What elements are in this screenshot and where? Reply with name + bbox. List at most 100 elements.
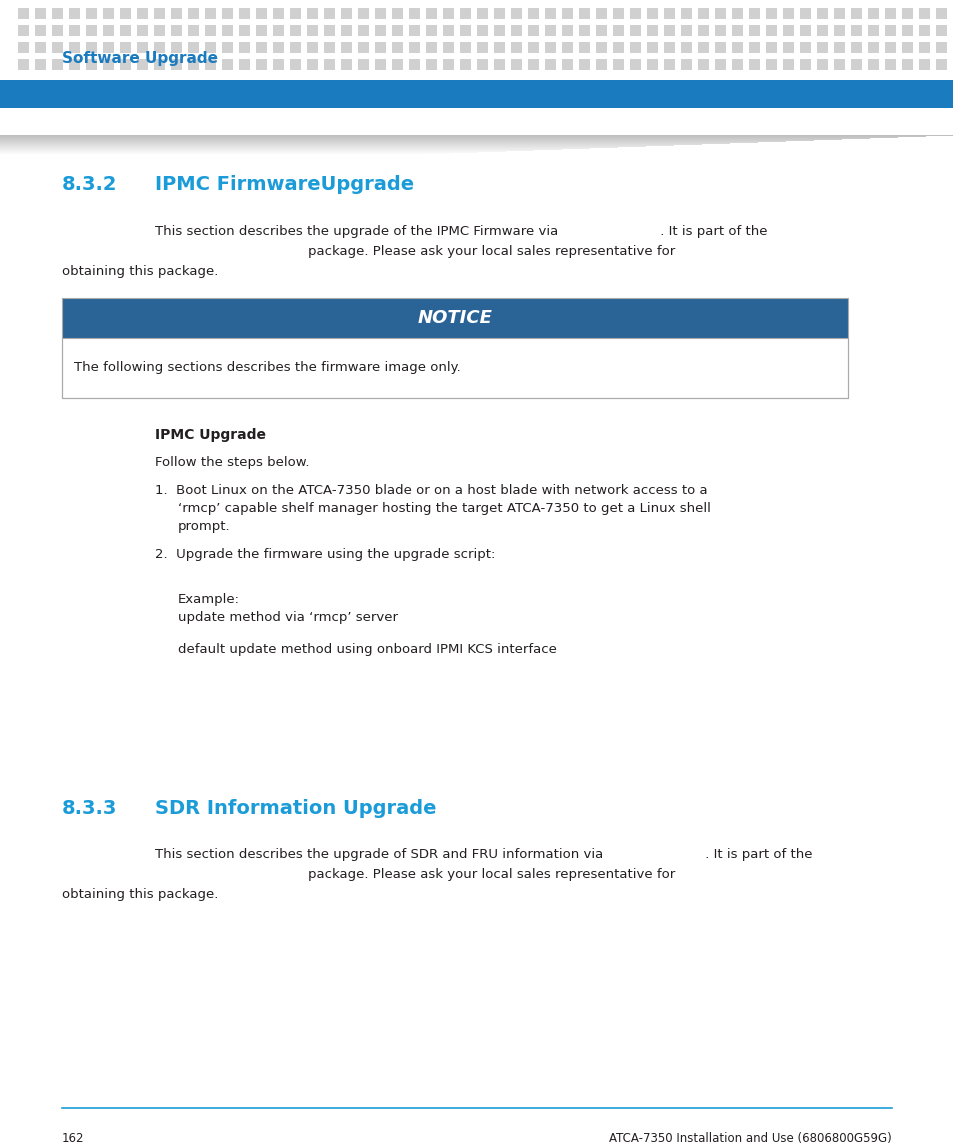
Bar (153, 60, 165, 70)
Bar (765, 8, 776, 19)
Bar (494, 25, 504, 35)
Bar (561, 25, 573, 35)
Bar (765, 25, 776, 35)
Bar (35, 42, 46, 53)
Bar (613, 8, 623, 19)
Text: default update method using onboard IPMI KCS interface: default update method using onboard IPMI… (178, 643, 557, 656)
Bar (222, 60, 233, 70)
Bar (935, 25, 946, 35)
Bar (442, 42, 454, 53)
Bar (324, 25, 335, 35)
Bar (375, 25, 386, 35)
Bar (800, 8, 810, 19)
Bar (188, 60, 199, 70)
Bar (120, 8, 131, 19)
Bar (18, 25, 29, 35)
Bar (188, 25, 199, 35)
Bar (629, 8, 640, 19)
Bar (731, 42, 742, 53)
Bar (901, 8, 912, 19)
Bar (52, 25, 63, 35)
Bar (901, 60, 912, 70)
Bar (426, 8, 436, 19)
Bar (137, 42, 148, 53)
Bar (867, 42, 878, 53)
Text: IPMC FirmwareUpgrade: IPMC FirmwareUpgrade (154, 175, 414, 195)
Bar (375, 60, 386, 70)
Bar (120, 60, 131, 70)
Bar (850, 8, 862, 19)
Bar (324, 42, 335, 53)
Bar (273, 42, 284, 53)
Bar (629, 25, 640, 35)
Text: The following sections describes the firmware image only.: The following sections describes the fir… (74, 362, 460, 374)
Bar (816, 25, 827, 35)
Bar (426, 60, 436, 70)
Bar (613, 42, 623, 53)
Bar (663, 8, 675, 19)
Bar (459, 42, 471, 53)
Bar (663, 60, 675, 70)
Text: ATCA-7350 Installation and Use (6806800G59G): ATCA-7350 Installation and Use (6806800G… (609, 1132, 891, 1145)
Bar (748, 42, 760, 53)
Bar (680, 25, 691, 35)
Bar (698, 42, 708, 53)
Text: Example:: Example: (178, 593, 240, 606)
Bar (527, 25, 538, 35)
Bar (35, 60, 46, 70)
Bar (375, 42, 386, 53)
Bar (629, 60, 640, 70)
Bar (103, 60, 113, 70)
Bar (850, 25, 862, 35)
Text: Software Upgrade: Software Upgrade (62, 50, 218, 65)
Bar (171, 8, 182, 19)
Bar (918, 60, 929, 70)
Bar (833, 25, 844, 35)
Bar (239, 42, 250, 53)
Bar (273, 8, 284, 19)
Text: Follow the steps below.: Follow the steps below. (154, 456, 309, 469)
Bar (561, 60, 573, 70)
Text: NOTICE: NOTICE (417, 309, 492, 327)
Bar (273, 25, 284, 35)
Bar (239, 8, 250, 19)
Bar (409, 42, 419, 53)
Bar (409, 60, 419, 70)
Bar (646, 25, 658, 35)
Bar (69, 8, 80, 19)
Bar (459, 60, 471, 70)
Bar (511, 60, 521, 70)
Bar (18, 60, 29, 70)
Text: obtaining this package.: obtaining this package. (62, 889, 218, 901)
Bar (103, 8, 113, 19)
Bar (392, 60, 402, 70)
Bar (476, 8, 488, 19)
Bar (494, 42, 504, 53)
Text: 1.  Boot Linux on the ATCA-7350 blade or on a host blade with network access to : 1. Boot Linux on the ATCA-7350 blade or … (154, 484, 707, 497)
Bar (86, 8, 97, 19)
Text: 162: 162 (62, 1132, 85, 1145)
Bar (714, 60, 725, 70)
Bar (205, 25, 215, 35)
Bar (120, 25, 131, 35)
Bar (255, 42, 267, 53)
Bar (884, 8, 895, 19)
Bar (69, 60, 80, 70)
Bar (918, 42, 929, 53)
Bar (714, 25, 725, 35)
Bar (137, 8, 148, 19)
Bar (680, 42, 691, 53)
Bar (663, 25, 675, 35)
Bar (392, 8, 402, 19)
Text: update method via ‘rmcp’ server: update method via ‘rmcp’ server (178, 611, 397, 624)
Bar (340, 8, 352, 19)
Bar (426, 25, 436, 35)
Text: 8.3.3: 8.3.3 (62, 798, 117, 818)
Bar (205, 8, 215, 19)
Bar (867, 60, 878, 70)
Bar (527, 42, 538, 53)
Bar (476, 25, 488, 35)
Bar (816, 8, 827, 19)
Bar (561, 42, 573, 53)
Bar (800, 42, 810, 53)
